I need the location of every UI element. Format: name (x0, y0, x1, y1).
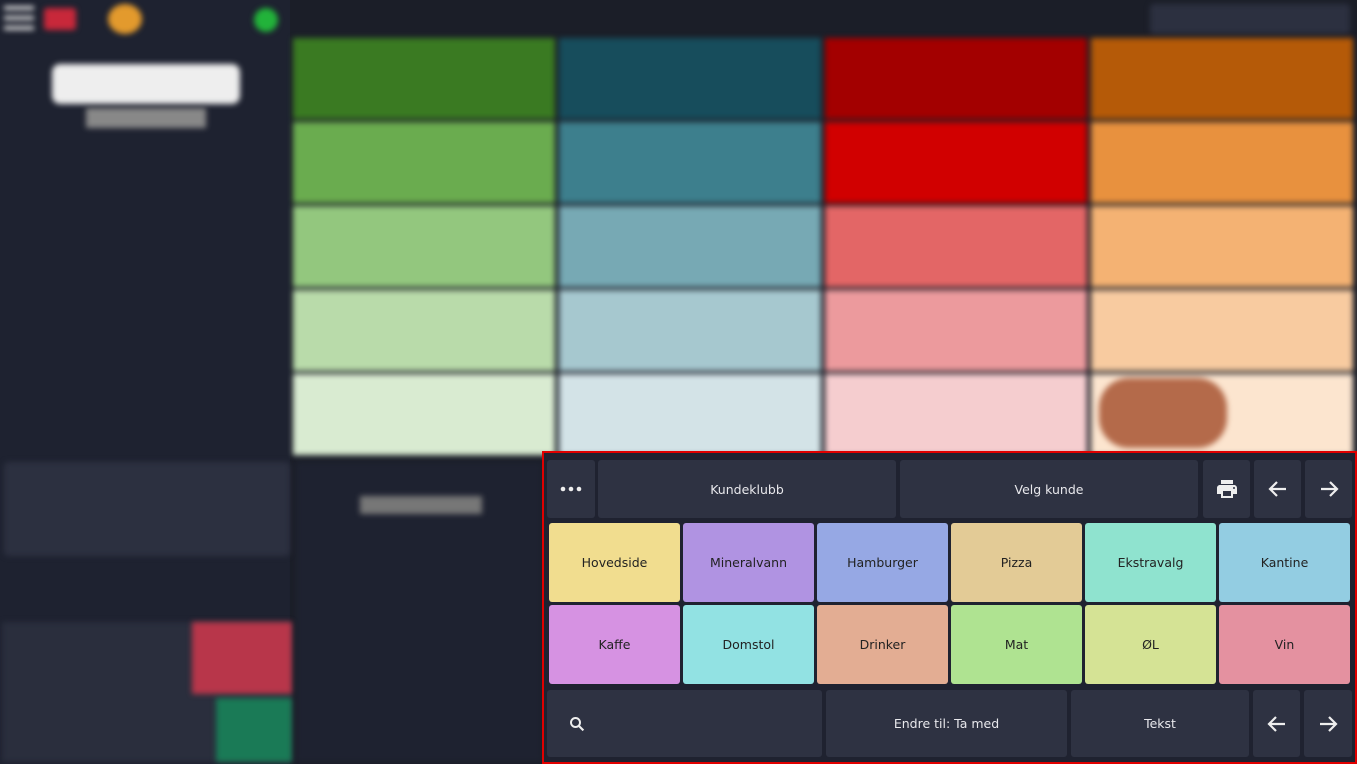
group-tile[interactable]: Mat (951, 605, 1082, 684)
search-button[interactable] (547, 690, 822, 757)
select-customer-button[interactable]: Velg kunde (900, 460, 1198, 518)
group-tile[interactable]: Drinker (817, 605, 948, 684)
group-tile[interactable]: Vin (1219, 605, 1350, 684)
top-right-button (1150, 4, 1350, 34)
sun-icon (108, 4, 142, 34)
menu-icon (4, 6, 34, 32)
group-tile[interactable]: ØL (1085, 605, 1216, 684)
group-tile[interactable]: Pizza (951, 523, 1082, 602)
arrow-right-icon (1320, 481, 1339, 497)
logo-sub (86, 108, 206, 128)
print-button[interactable] (1203, 460, 1250, 518)
text-button[interactable]: Tekst (1071, 690, 1249, 757)
flag (44, 8, 76, 30)
change-mode-button[interactable]: Endre til: Ta med (826, 690, 1067, 757)
more-button[interactable] (547, 460, 595, 518)
print-icon (1216, 480, 1237, 498)
green-tile (216, 698, 292, 762)
logo (52, 64, 240, 104)
prev-button[interactable] (1254, 460, 1301, 518)
next-button[interactable] (1304, 690, 1352, 757)
group-tile[interactable]: Kaffe (549, 605, 680, 684)
red-tile (192, 622, 292, 694)
group-tile[interactable]: Hamburger (817, 523, 948, 602)
search-icon (570, 716, 585, 731)
product-grid (293, 38, 1357, 458)
arrow-left-icon (1267, 481, 1286, 497)
group-tile[interactable]: Kantine (1219, 523, 1350, 602)
status-dot (254, 8, 278, 32)
group-tile[interactable]: Domstol (683, 605, 814, 684)
left-button (4, 462, 290, 556)
next-button[interactable] (1305, 460, 1352, 518)
sub-panel-text (360, 496, 482, 514)
arrow-left-icon (1266, 715, 1285, 732)
dots-icon (560, 486, 582, 492)
group-tile[interactable]: Hovedside (549, 523, 680, 602)
customer-club-button[interactable]: Kundeklubb (598, 460, 896, 518)
prev-button[interactable] (1253, 690, 1300, 757)
arrow-right-icon (1320, 715, 1338, 732)
group-tile[interactable]: Mineralvann (683, 523, 814, 602)
group-tile[interactable]: Ekstravalg (1085, 523, 1216, 602)
